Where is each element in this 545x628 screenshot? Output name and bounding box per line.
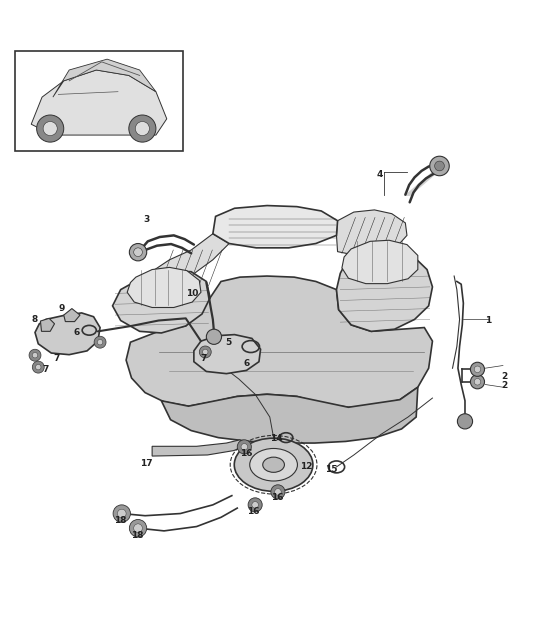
Text: 7: 7 — [43, 365, 49, 374]
Text: 8: 8 — [32, 315, 38, 324]
Circle shape — [98, 340, 103, 345]
Polygon shape — [113, 271, 210, 333]
Text: 17: 17 — [141, 458, 153, 468]
Circle shape — [199, 346, 211, 358]
Polygon shape — [40, 318, 54, 332]
Polygon shape — [35, 313, 100, 355]
Text: 10: 10 — [186, 289, 198, 298]
Circle shape — [134, 248, 142, 256]
Polygon shape — [127, 268, 201, 308]
Circle shape — [207, 329, 221, 344]
Circle shape — [43, 121, 57, 136]
Circle shape — [35, 364, 41, 370]
Polygon shape — [53, 59, 156, 97]
Text: 18: 18 — [114, 516, 127, 524]
Circle shape — [32, 361, 44, 373]
Text: 6: 6 — [73, 328, 80, 337]
Polygon shape — [342, 241, 418, 284]
Text: 16: 16 — [240, 450, 253, 458]
Circle shape — [117, 509, 126, 518]
Polygon shape — [336, 210, 407, 256]
Circle shape — [94, 336, 106, 348]
Circle shape — [470, 375, 485, 389]
Circle shape — [474, 366, 481, 372]
Text: 18: 18 — [131, 531, 143, 539]
Polygon shape — [194, 335, 261, 374]
Text: 16: 16 — [247, 507, 260, 516]
Text: 9: 9 — [59, 304, 65, 313]
Polygon shape — [31, 70, 167, 135]
Circle shape — [129, 244, 147, 261]
Text: 6: 6 — [244, 359, 250, 369]
Ellipse shape — [263, 457, 284, 472]
Circle shape — [237, 440, 251, 454]
Text: 2: 2 — [501, 372, 508, 381]
Circle shape — [129, 519, 147, 537]
Circle shape — [252, 502, 258, 508]
Polygon shape — [126, 276, 432, 408]
Circle shape — [474, 379, 481, 385]
Circle shape — [470, 362, 485, 376]
Ellipse shape — [250, 448, 298, 481]
Circle shape — [434, 161, 444, 171]
Polygon shape — [336, 250, 432, 332]
Polygon shape — [152, 440, 244, 456]
Ellipse shape — [234, 438, 313, 491]
Text: 16: 16 — [270, 493, 283, 502]
Bar — [15, 51, 183, 151]
Polygon shape — [213, 205, 337, 248]
Circle shape — [241, 443, 247, 450]
Circle shape — [271, 485, 285, 499]
Circle shape — [457, 414, 473, 429]
Text: 7: 7 — [200, 354, 207, 363]
Circle shape — [248, 498, 262, 512]
Circle shape — [129, 115, 156, 142]
Text: 1: 1 — [485, 316, 491, 325]
Polygon shape — [149, 234, 229, 288]
Text: 15: 15 — [325, 465, 337, 474]
Text: 14: 14 — [270, 434, 283, 443]
Text: 4: 4 — [377, 170, 383, 178]
Polygon shape — [64, 308, 80, 322]
Circle shape — [37, 115, 64, 142]
Text: 2: 2 — [501, 381, 508, 390]
Circle shape — [203, 349, 208, 355]
Circle shape — [135, 121, 149, 136]
Text: 7: 7 — [53, 354, 60, 363]
Circle shape — [29, 349, 41, 361]
Circle shape — [113, 505, 130, 522]
Circle shape — [430, 156, 449, 176]
Circle shape — [275, 489, 281, 495]
Text: 12: 12 — [300, 462, 312, 472]
Polygon shape — [161, 387, 418, 443]
Circle shape — [32, 352, 38, 358]
Text: 3: 3 — [143, 215, 150, 224]
Text: 5: 5 — [225, 338, 231, 347]
Circle shape — [134, 524, 142, 533]
